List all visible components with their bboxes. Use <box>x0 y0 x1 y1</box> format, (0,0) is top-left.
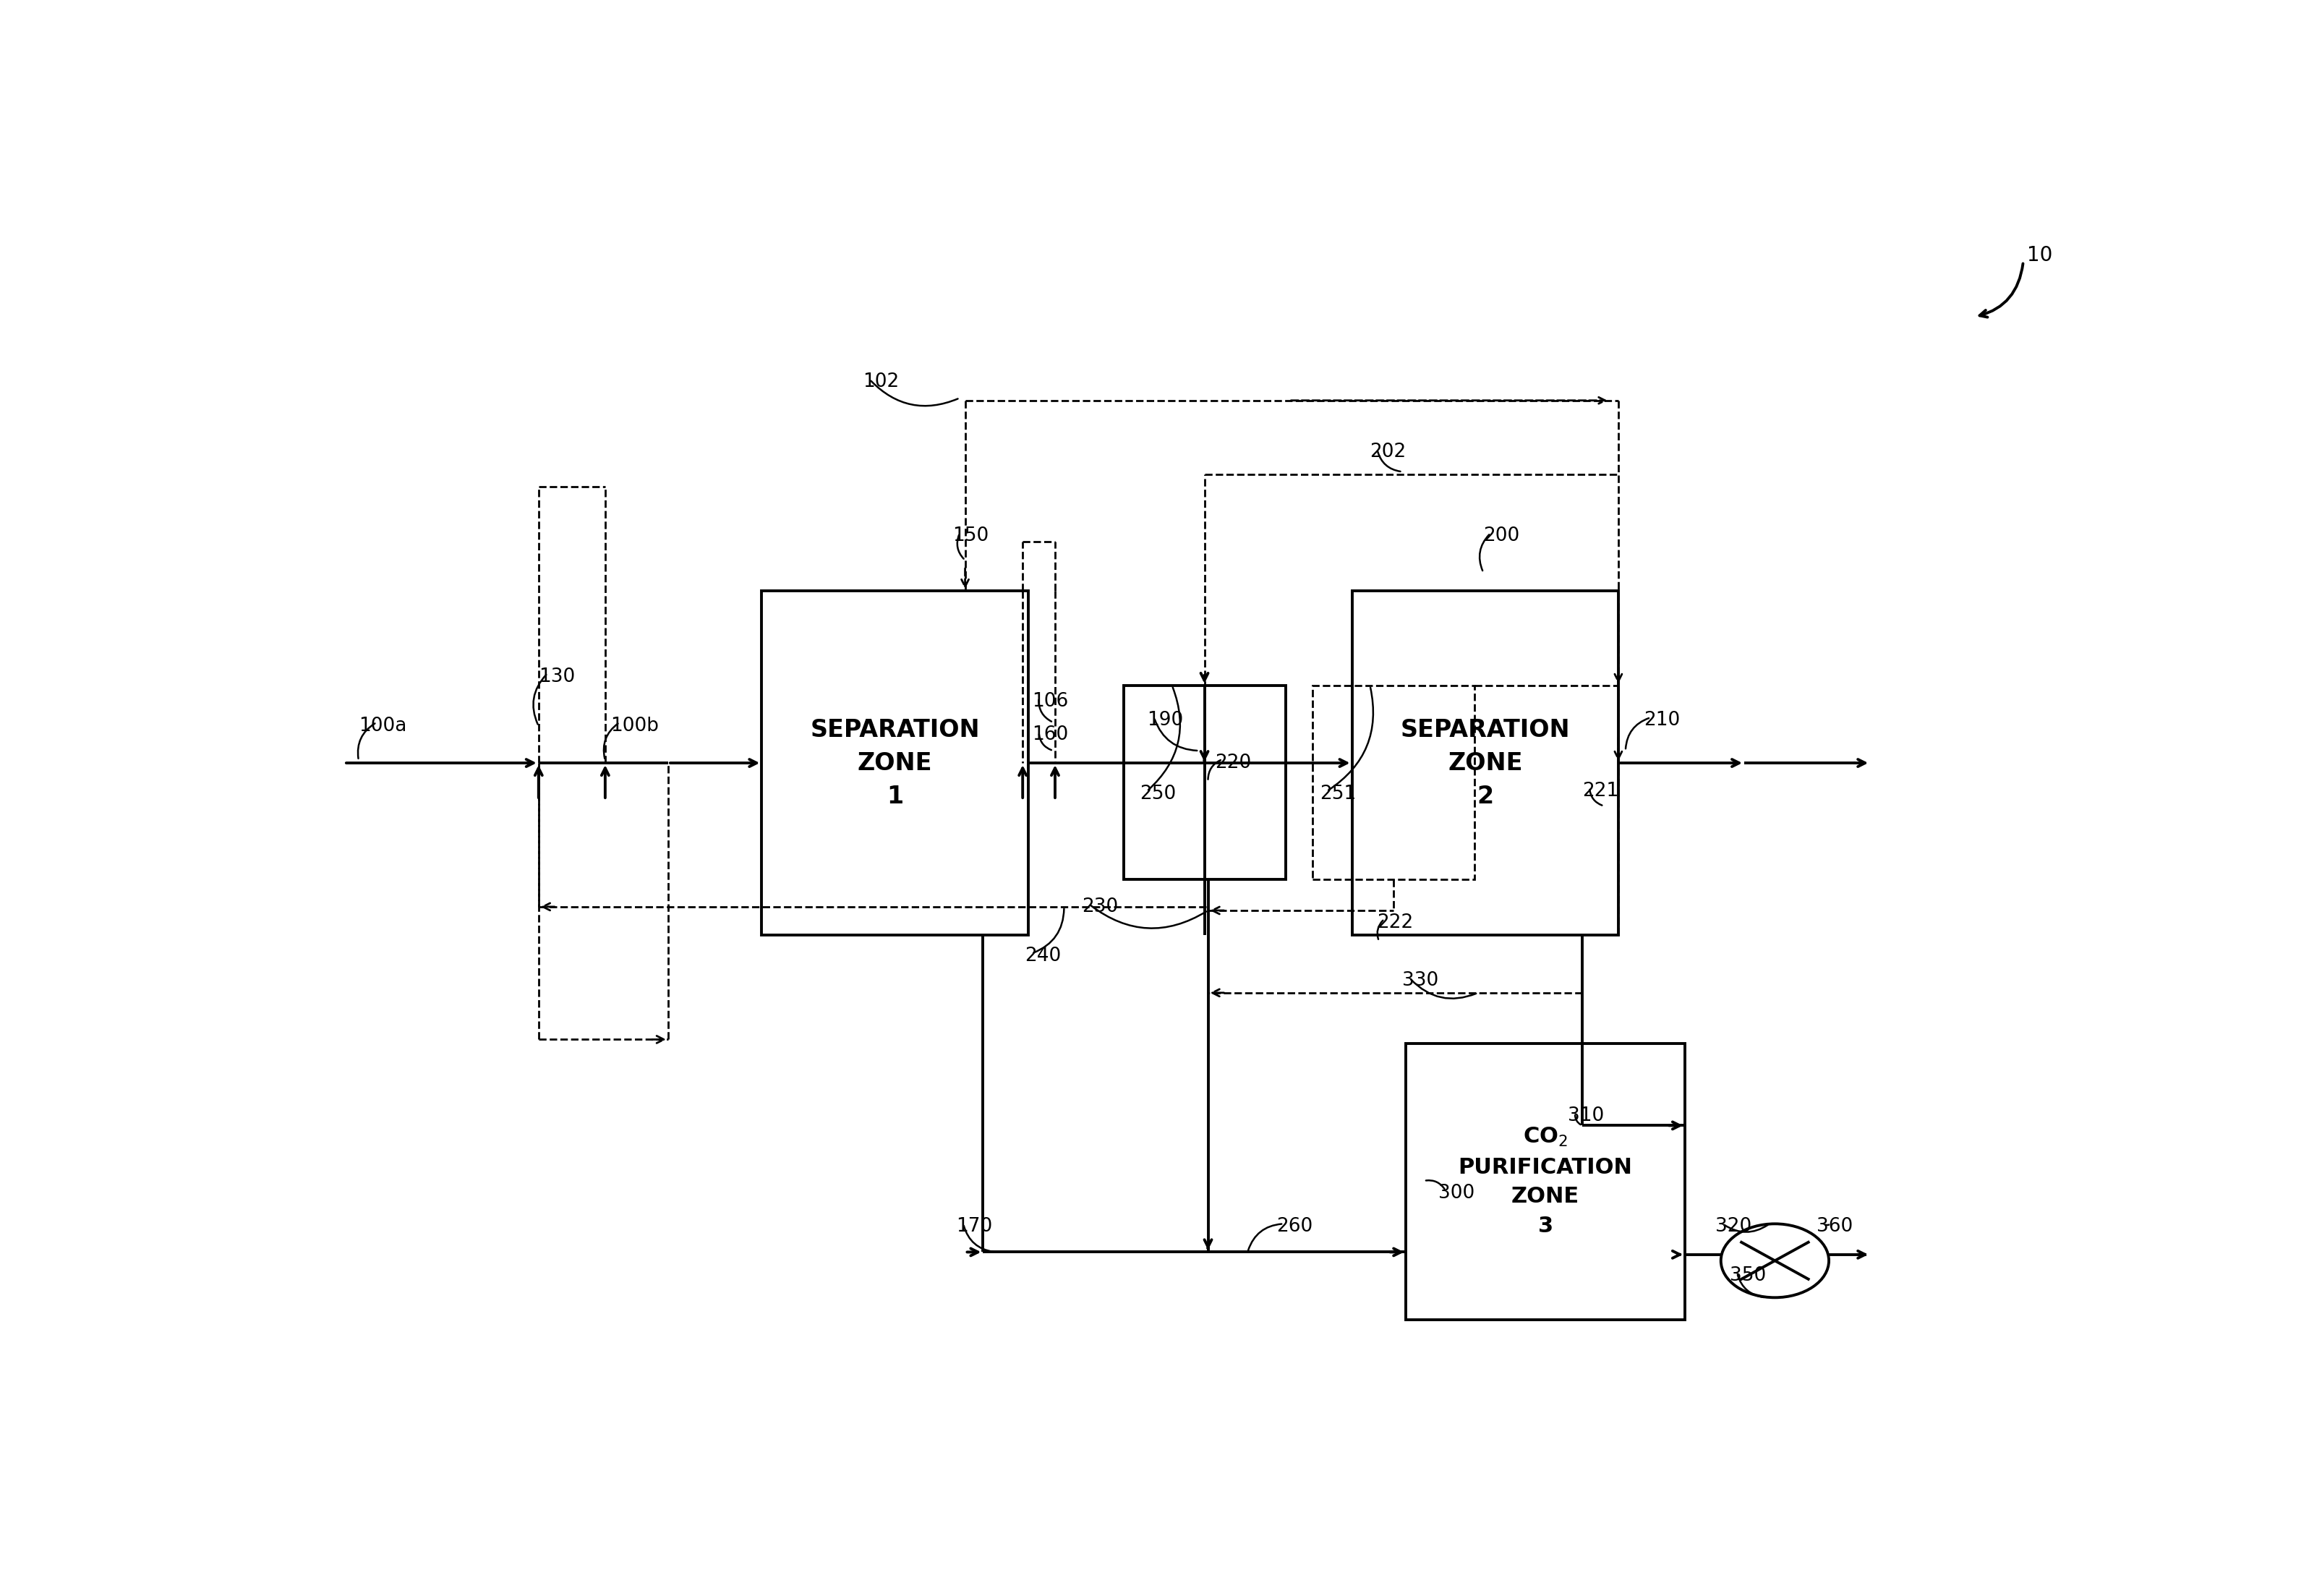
Text: 130: 130 <box>539 667 576 686</box>
Text: 320: 320 <box>1716 1216 1751 1235</box>
Text: 221: 221 <box>1581 782 1618 801</box>
Text: 240: 240 <box>1024 946 1061 966</box>
Text: 330: 330 <box>1402 970 1440 990</box>
Text: 170: 170 <box>957 1216 991 1235</box>
Bar <box>1124 686 1286 879</box>
Text: 10: 10 <box>2027 246 2053 265</box>
Bar <box>1312 686 1474 879</box>
Text: 202: 202 <box>1370 442 1407 461</box>
Text: SEPARATION
ZONE
1: SEPARATION ZONE 1 <box>810 718 980 808</box>
Text: 160: 160 <box>1031 725 1068 744</box>
Text: 200: 200 <box>1484 527 1519 544</box>
Text: 310: 310 <box>1567 1106 1605 1125</box>
Text: CO$_2$
PURIFICATION
ZONE
3: CO$_2$ PURIFICATION ZONE 3 <box>1458 1127 1632 1237</box>
Text: 210: 210 <box>1644 710 1679 729</box>
Text: 102: 102 <box>861 372 899 391</box>
Text: 220: 220 <box>1214 753 1252 772</box>
Text: 251: 251 <box>1319 784 1356 803</box>
Bar <box>762 591 1029 935</box>
Text: 360: 360 <box>1816 1216 1853 1235</box>
Text: 250: 250 <box>1140 784 1175 803</box>
Text: 190: 190 <box>1147 710 1184 729</box>
Text: 150: 150 <box>952 527 989 544</box>
Text: 300: 300 <box>1437 1184 1474 1202</box>
Bar <box>1351 591 1618 935</box>
Text: 100a: 100a <box>358 717 406 736</box>
Text: 230: 230 <box>1082 897 1119 916</box>
Text: SEPARATION
ZONE
2: SEPARATION ZONE 2 <box>1400 718 1570 808</box>
Bar <box>1407 1044 1686 1320</box>
Text: 222: 222 <box>1377 913 1414 932</box>
Text: 260: 260 <box>1277 1216 1312 1235</box>
Text: 350: 350 <box>1730 1266 1767 1285</box>
Text: 106: 106 <box>1031 693 1068 710</box>
Text: 100b: 100b <box>611 717 659 736</box>
